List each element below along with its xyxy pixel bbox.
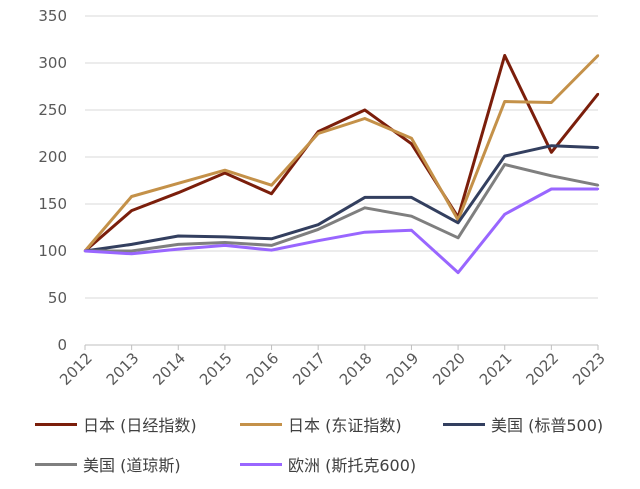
y-axis-ticks: 0 50 100 150 200 250 300 350 [38,7,67,354]
legend-swatch-stoxx600 [240,462,282,466]
series-2-point-2018 [363,196,367,199]
legend-item-stoxx600: 欧洲 (斯托克600) [240,452,416,476]
legend-swatch-sp500 [443,422,485,426]
series-1-point-2016 [270,184,273,187]
series-4-point-2014 [177,247,180,251]
legend-label-nikkei: 日本 (日经指数) [83,416,197,435]
x-tick-label-2020: 2020 [429,349,469,389]
series-1-point-2015 [223,168,227,172]
series-4-point-2017 [316,239,320,242]
x-tick-label-2018: 2018 [336,349,376,389]
legend-item-nikkei: 日本 (日经指数) [35,412,197,436]
legend-item-dow: 美国 (道琼斯) [35,452,181,476]
series-4-point-2013 [130,252,133,256]
series-4-point-2020 [456,271,460,274]
series-4-point-2016 [270,248,273,252]
legend-label-topix: 日本 (东证指数) [288,416,402,435]
series-4-point-2012 [83,249,87,253]
x-tick-label-2017: 2017 [289,349,329,389]
x-tick-label-2016: 2016 [243,349,283,389]
legend-item-topix: 日本 (东证指数) [240,412,402,436]
series-4-point-2023 [596,187,600,191]
series-0-point-2018 [363,108,367,112]
x-tick-label-2019: 2019 [383,349,423,389]
series-4-point-2022 [550,187,553,191]
series-2-point-2013 [130,243,133,246]
series-1-point-2019 [410,137,413,140]
x-tick-label-2015: 2015 [196,349,236,389]
series-0-point-2014 [177,191,180,194]
series-3-point-2015 [223,241,227,244]
y-tick-label-300: 300 [38,54,67,72]
y-tick-label-100: 100 [38,242,67,260]
series-2-point-2019 [410,196,413,199]
series-0-point-2022 [550,151,553,154]
series-1-point-2022 [550,101,553,104]
series-2-point-2015 [223,235,227,239]
series-lines [83,54,600,275]
series-2-point-2023 [596,146,600,149]
y-tick-label-150: 150 [38,195,67,213]
legend-label-dow: 美国 (道琼斯) [83,456,181,475]
series-3-point-2023 [596,184,600,187]
series-2-point-2017 [316,223,320,226]
legend-swatch-topix [240,422,282,426]
series-3-point-2017 [316,228,320,231]
series-1-point-2014 [177,182,180,185]
series-3-point-2021 [503,163,506,166]
series-line-4 [84,187,598,275]
legend: 日本 (日经指数) 日本 (东证指数) 美国 (标普500) 美国 (道琼斯) … [0,402,640,489]
series-3-point-2019 [410,215,413,218]
series-3-point-2020 [456,236,460,240]
legend-swatch-nikkei [35,422,77,426]
legend-swatch-dow [35,462,77,466]
series-1-point-2013 [130,195,133,198]
gridlines [85,15,598,299]
series-3-point-2022 [550,174,553,177]
series-2-point-2014 [177,234,180,238]
series-2-point-2016 [270,237,273,240]
x-tick-label-2021: 2021 [476,349,516,389]
series-line-1 [83,54,600,252]
series-4-point-2018 [363,231,367,234]
series-3-point-2016 [270,244,273,247]
series-0-point-2021 [503,54,506,57]
series-0-point-2016 [270,192,273,195]
series-2-point-2021 [503,154,506,158]
series-0-point-2019 [410,142,413,146]
x-tick-label-2012: 2012 [56,349,96,389]
series-3-point-2014 [177,243,180,246]
legend-label-sp500: 美国 (标普500) [491,416,604,435]
legend-label-stoxx600: 欧洲 (斯托克600) [288,456,417,475]
x-axis: 2012 2013 2014 2015 2016 2017 2018 2019 2020 2021… [56,344,609,389]
x-tick-label-2022: 2022 [522,349,562,389]
series-1-point-2017 [316,132,320,135]
y-tick-label-0: 0 [57,336,67,354]
series-line-2 [84,144,599,253]
series-1-point-2018 [363,117,367,120]
series-2-point-2022 [550,144,553,147]
series-0-point-2015 [223,171,227,175]
series-4-point-2021 [503,213,506,216]
series-line-0 [84,54,600,253]
series-4-point-2019 [410,229,413,232]
x-tick-label-2013: 2013 [103,349,143,389]
series-2-point-2020 [456,221,460,224]
series-1-point-2021 [503,100,506,103]
series-0-point-2013 [130,209,133,212]
y-tick-label-350: 350 [38,7,67,25]
series-1-point-2023 [596,54,600,57]
legend-item-sp500: 美国 (标普500) [443,412,603,436]
x-tick-label-2014: 2014 [149,349,189,389]
series-3-point-2013 [130,249,133,253]
y-tick-label-50: 50 [48,289,67,307]
series-3-point-2018 [363,206,367,209]
x-tick-label-2023: 2023 [569,349,609,389]
series-4-point-2015 [223,244,227,247]
y-tick-label-200: 200 [38,148,67,166]
series-0-point-2023 [596,92,600,96]
series-line-3 [85,163,599,253]
y-tick-label-250: 250 [38,101,67,119]
